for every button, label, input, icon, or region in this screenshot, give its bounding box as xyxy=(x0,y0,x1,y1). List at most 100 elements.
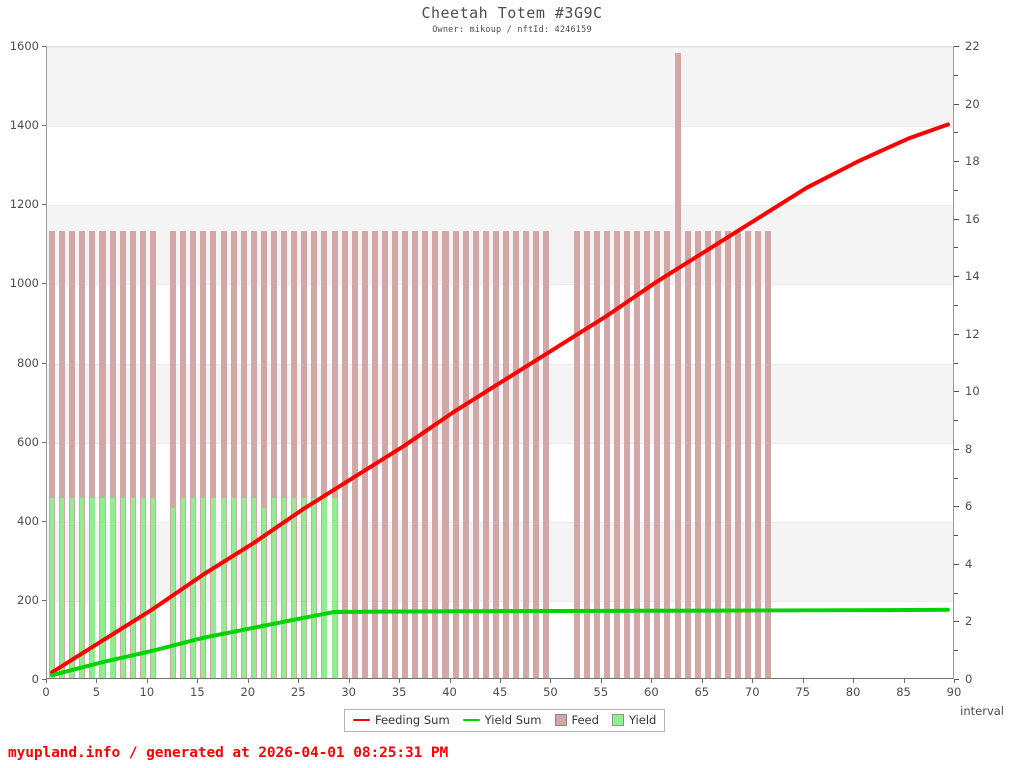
x-axis-tick-mark xyxy=(600,679,602,683)
x-axis-tick-mark xyxy=(197,679,199,683)
yield-bar xyxy=(281,498,287,678)
y-axis-left-tick-label: 1600 xyxy=(9,39,39,53)
yield-bar xyxy=(322,498,327,678)
y-axis-right-tick-label: 20 xyxy=(965,96,980,111)
legend-item[interactable]: Feed xyxy=(554,713,599,727)
feed-bar xyxy=(260,230,267,678)
feed-bar xyxy=(331,230,338,678)
feed-bar xyxy=(745,230,752,678)
y-axis-right-minor-tick xyxy=(954,189,958,191)
y-axis-right-tick-label: 2 xyxy=(965,614,973,629)
y-axis-right-tick-label: 8 xyxy=(965,441,973,456)
yield-bar xyxy=(100,498,105,678)
feed-bar xyxy=(462,230,469,678)
feed-bar xyxy=(543,230,550,678)
y-axis-left-tick-mark xyxy=(42,441,46,443)
feed-bar xyxy=(674,52,681,678)
x-axis-tick-label: 70 xyxy=(744,685,760,699)
y-axis-left-tick-label: 400 xyxy=(17,513,39,528)
y-axis-left-tick-label: 0 xyxy=(31,672,39,686)
y-axis-right-tick-mark xyxy=(954,333,959,335)
y-axis-left-tick-mark xyxy=(42,599,46,601)
x-axis-tick-mark xyxy=(701,679,703,683)
x-axis-tick-mark xyxy=(146,679,148,683)
feed-bar xyxy=(341,230,348,678)
x-axis-tick-label: 90 xyxy=(946,685,962,699)
x-axis-tick-mark xyxy=(853,679,855,683)
yield-bar xyxy=(140,498,145,678)
yield-bar xyxy=(80,498,85,678)
feed-bar xyxy=(89,230,96,678)
x-axis-tick-mark xyxy=(96,679,98,683)
y-axis-left: 0 200 400 600 800 1000 1200 1400 1600 xyxy=(0,39,46,686)
background-band xyxy=(47,363,953,443)
x-axis-tick-label: 30 xyxy=(341,685,356,699)
x-axis-tick-label: 40 xyxy=(442,685,457,699)
y-axis-left-tick-mark xyxy=(42,283,46,285)
y-axis-right-tick-label: 16 xyxy=(965,211,980,226)
feed-bar xyxy=(119,230,126,678)
legend-item[interactable]: Yield Sum xyxy=(462,713,542,727)
feed-bar xyxy=(200,230,207,678)
feed-bar xyxy=(139,230,146,678)
feed-bar xyxy=(613,230,621,678)
yield-bar xyxy=(332,498,337,678)
x-axis-tick-label: 75 xyxy=(795,685,810,699)
yield-bar xyxy=(302,498,307,678)
y-axis-right-tick-mark xyxy=(954,161,959,163)
x-axis-tick-label: 85 xyxy=(896,685,911,699)
feed-bar xyxy=(583,230,590,678)
feed-bar xyxy=(381,230,388,678)
y-axis-right-minor-tick xyxy=(954,420,958,422)
feed-bar xyxy=(503,230,510,678)
gridline xyxy=(47,284,953,286)
feed-bar xyxy=(180,230,187,678)
yield-bar xyxy=(49,498,55,678)
y-axis-left-tick-mark xyxy=(42,46,46,47)
x-axis-tick-mark xyxy=(348,679,350,683)
y-axis-right-minor-tick xyxy=(954,650,958,652)
y-axis-right-minor-tick xyxy=(954,477,958,479)
gridline xyxy=(47,442,953,444)
x-axis-tick-label: 60 xyxy=(644,685,659,699)
legend-box-swatch xyxy=(611,714,624,726)
legend-box-swatch xyxy=(554,714,567,726)
y-axis-right-tick-mark xyxy=(954,448,959,450)
feed-bar xyxy=(291,230,298,678)
line-overlay xyxy=(50,122,950,678)
background-band xyxy=(47,205,953,285)
legend-item[interactable]: Feeding Sum xyxy=(353,713,450,727)
feed-bar xyxy=(99,230,106,678)
feed-bar xyxy=(694,230,701,678)
yield-bar xyxy=(292,498,297,678)
legend-item[interactable]: Yield xyxy=(611,713,656,727)
feed-bar xyxy=(392,230,399,678)
gridline xyxy=(47,363,953,365)
feed-bar xyxy=(755,230,762,678)
yield-bar xyxy=(312,498,317,678)
x-axis-tick-mark xyxy=(399,679,401,683)
feed-bar xyxy=(533,230,540,678)
gridline xyxy=(47,47,953,48)
feed-bar xyxy=(190,230,197,678)
x-axis-tick-mark xyxy=(903,679,905,683)
x-axis-tick-label: 15 xyxy=(190,685,205,699)
y-axis-left-tick-label: 1400 xyxy=(9,118,39,133)
x-axis-tick-label: 80 xyxy=(845,685,861,699)
background-band xyxy=(47,47,953,127)
feed-bar xyxy=(724,230,732,678)
feed-bar xyxy=(220,230,227,678)
x-axis-tick-mark xyxy=(247,679,249,683)
feed-bar xyxy=(472,230,479,678)
feed-bar xyxy=(492,230,499,678)
y-axis-left-tick-label: 1000 xyxy=(9,276,39,291)
feed-bar xyxy=(149,230,156,678)
feed-bar xyxy=(442,230,449,678)
x-axis-tick-mark xyxy=(298,679,300,683)
y-axis-left-tick-label: 1200 xyxy=(9,197,39,212)
feed-bar xyxy=(321,230,328,678)
y-axis-right-minor-tick xyxy=(954,592,958,594)
yield-bar xyxy=(120,498,125,678)
yield-bar xyxy=(110,498,115,678)
feed-bar xyxy=(170,230,177,678)
